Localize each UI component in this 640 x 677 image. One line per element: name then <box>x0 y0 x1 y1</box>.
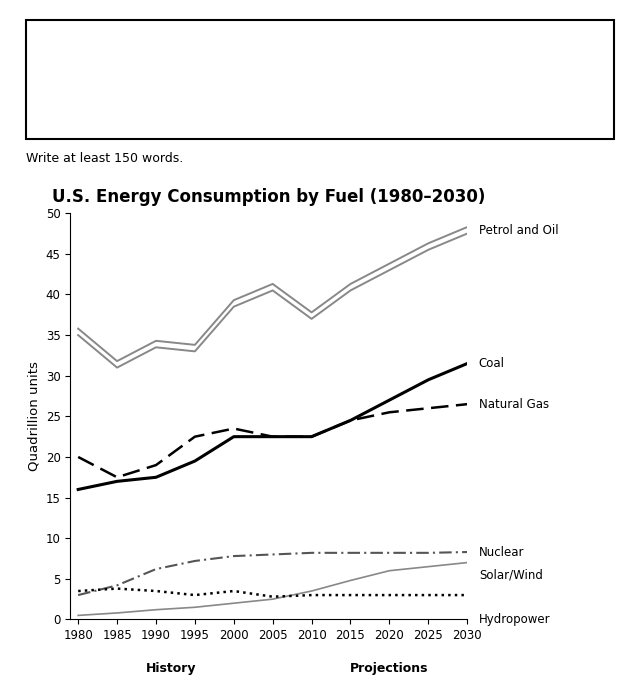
Text: Natural Gas: Natural Gas <box>479 397 549 411</box>
Title: U.S. Energy Consumption by Fuel (1980–2030): U.S. Energy Consumption by Fuel (1980–20… <box>52 188 486 206</box>
Text: The graph below gives information from a 2008 report about consumption of
energy: The graph below gives information from a… <box>38 27 556 100</box>
Text: History: History <box>147 662 196 675</box>
Text: Nuclear: Nuclear <box>479 546 524 559</box>
Text: Coal: Coal <box>479 357 505 370</box>
Y-axis label: Quadrillion units: Quadrillion units <box>28 362 40 471</box>
Text: Petrol and Oil: Petrol and Oil <box>479 224 559 237</box>
Text: Projections: Projections <box>350 662 429 675</box>
Text: Write at least 150 words.: Write at least 150 words. <box>26 152 183 165</box>
Text: Solar/Wind: Solar/Wind <box>479 568 543 582</box>
Text: Hydropower: Hydropower <box>479 613 550 626</box>
